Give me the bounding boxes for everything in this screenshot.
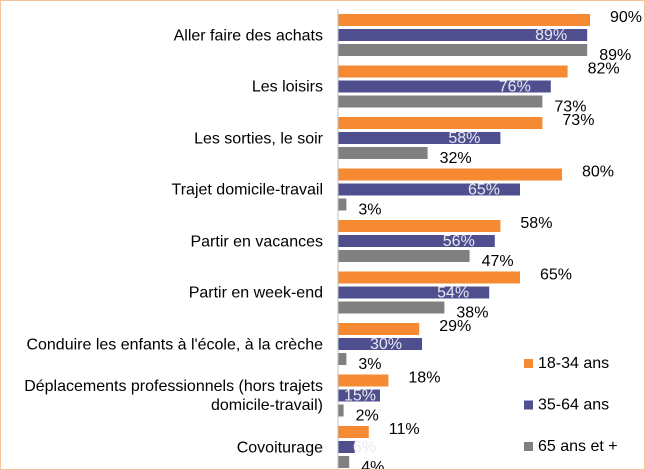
value-label: 29% — [439, 318, 471, 335]
value-label: 56% — [443, 233, 475, 250]
bar — [338, 404, 344, 417]
value-label: 89% — [535, 27, 567, 44]
value-label: 6% — [353, 439, 376, 456]
value-label: 90% — [610, 9, 642, 26]
value-label: 65% — [468, 182, 500, 199]
value-label: 80% — [582, 164, 614, 181]
bar — [338, 29, 588, 41]
value-label: 18% — [408, 370, 440, 387]
bar — [338, 14, 590, 26]
bar — [338, 220, 501, 232]
category-label: Déplacements professionnels (hors trajet… — [24, 378, 323, 415]
value-label: 73% — [562, 112, 594, 129]
value-label: 32% — [440, 150, 472, 167]
value-label: 47% — [482, 253, 514, 270]
bar — [338, 95, 543, 108]
value-label: 38% — [456, 305, 488, 322]
legend-label: 18-34 ans — [538, 355, 609, 372]
value-label: 73% — [554, 99, 586, 116]
value-label: 30% — [370, 336, 402, 353]
legend-swatch — [524, 400, 533, 410]
value-label: 89% — [599, 47, 631, 64]
category-label: Trajet domicile-travail — [171, 181, 323, 199]
value-label: 15% — [344, 388, 376, 405]
category-label: Aller faire des achats — [173, 27, 323, 45]
bar — [338, 44, 588, 56]
bar — [338, 235, 495, 247]
bar — [338, 250, 470, 262]
bar — [338, 441, 355, 453]
category-label: Conduire les enfants à l'école, à la crè… — [26, 336, 323, 354]
legend-label: 65 ans et + — [538, 438, 618, 455]
legend-swatch — [524, 359, 533, 368]
bar — [338, 271, 520, 284]
value-label: 54% — [437, 285, 469, 302]
bar — [338, 65, 568, 78]
bar — [338, 286, 490, 299]
value-label: 82% — [588, 61, 620, 78]
value-label: 3% — [358, 356, 381, 373]
bar — [338, 198, 347, 211]
bar — [338, 117, 543, 129]
bar — [338, 374, 389, 387]
bar — [338, 80, 551, 93]
bar — [338, 301, 445, 314]
value-label: 3% — [358, 202, 381, 219]
legend-label: 35-64 ans — [538, 397, 609, 414]
bar — [338, 353, 347, 365]
value-label: 65% — [540, 267, 572, 284]
category-label: Partir en week-end — [188, 284, 323, 302]
bar — [338, 183, 520, 196]
category-label: Covoiturage — [236, 439, 323, 457]
value-label: 58% — [448, 130, 480, 147]
category-label: Partir en vacances — [190, 233, 323, 251]
legend-swatch — [524, 442, 533, 451]
bar — [338, 323, 420, 335]
bar — [338, 168, 562, 181]
bar — [338, 147, 428, 159]
value-label: 58% — [520, 215, 552, 232]
bar — [338, 132, 501, 144]
value-label: 76% — [499, 79, 531, 96]
value-label: 4% — [361, 459, 384, 469]
bar — [338, 389, 380, 402]
value-label: 2% — [356, 408, 379, 425]
bar — [338, 456, 350, 468]
bar — [338, 338, 422, 350]
value-label: 11% — [389, 421, 420, 438]
category-label: Les sorties, le soir — [194, 130, 323, 148]
bar — [338, 426, 369, 438]
category-label: Les loisirs — [251, 78, 323, 96]
